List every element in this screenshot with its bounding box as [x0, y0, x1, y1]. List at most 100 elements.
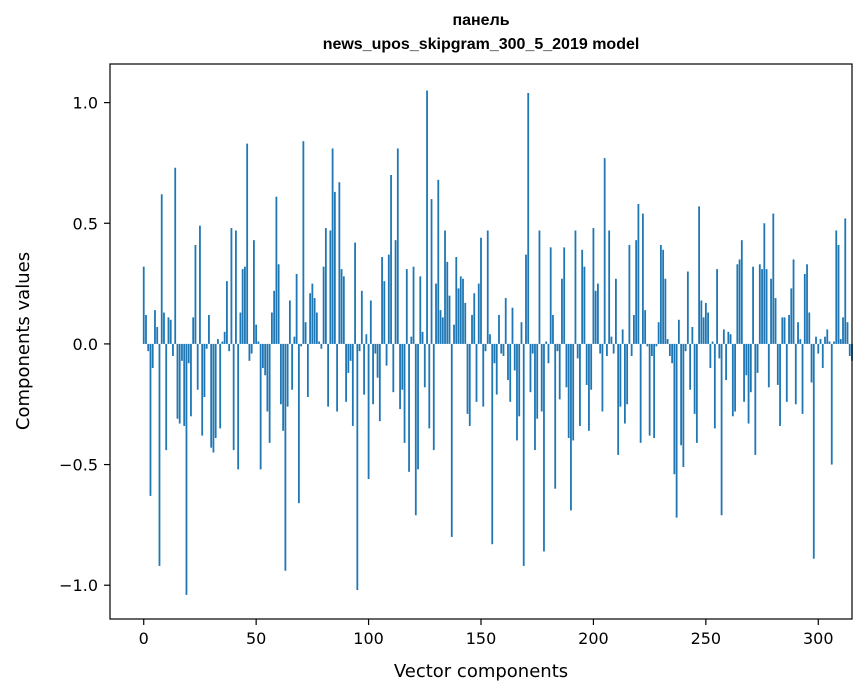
bar: [387, 254, 390, 344]
bar: [482, 343, 485, 407]
bar: [608, 230, 611, 344]
bar: [713, 343, 716, 429]
bar: [781, 317, 784, 344]
bar: [731, 343, 734, 417]
bar: [599, 343, 602, 354]
y-axis-label: Components values: [13, 252, 34, 430]
y-tick-label: 0.5: [73, 214, 98, 233]
bar: [176, 343, 179, 419]
bar: [286, 343, 289, 407]
bar: [491, 343, 494, 545]
bar: [513, 343, 516, 371]
x-axis-label: Vector components: [394, 661, 568, 682]
bar: [471, 314, 473, 344]
bar: [570, 343, 572, 511]
bar: [174, 167, 177, 344]
y-tick-label: 1.0: [73, 94, 98, 113]
bar: [187, 343, 190, 364]
bar: [534, 343, 536, 451]
bar: [558, 343, 561, 400]
bar: [752, 266, 754, 344]
bar: [156, 327, 159, 344]
bar: [630, 343, 633, 356]
bar: [489, 334, 491, 344]
bar: [698, 206, 700, 344]
bar: [203, 343, 206, 397]
bar: [212, 343, 215, 453]
bar: [498, 314, 500, 344]
bar: [567, 343, 570, 439]
bar: [340, 269, 343, 344]
bar: [588, 343, 590, 431]
bar: [372, 343, 374, 405]
bar: [147, 343, 150, 352]
bars-group: [142, 90, 853, 595]
bar: [241, 269, 244, 344]
bar: [149, 343, 152, 496]
bar: [163, 312, 165, 344]
bar: [311, 283, 314, 344]
bar: [783, 317, 786, 344]
bar: [331, 148, 334, 344]
bar: [565, 343, 568, 388]
bar: [302, 141, 305, 344]
bar: [430, 199, 433, 344]
bar: [374, 343, 377, 354]
bar: [720, 343, 723, 516]
bar: [621, 329, 624, 344]
bar: [230, 228, 233, 344]
bar: [369, 300, 372, 344]
bar: [644, 310, 647, 344]
bar: [727, 331, 730, 344]
bar: [702, 317, 705, 344]
bar: [196, 343, 199, 390]
bar: [626, 343, 629, 405]
bar: [354, 242, 356, 344]
bar: [277, 264, 280, 344]
bar: [774, 298, 777, 344]
bar: [842, 317, 844, 344]
bar: [633, 314, 635, 344]
bar: [540, 343, 543, 412]
bar: [837, 244, 840, 344]
bar: [815, 336, 817, 344]
bar: [770, 278, 772, 344]
bar: [655, 343, 658, 347]
bar: [288, 300, 291, 344]
bar: [219, 343, 222, 429]
bar: [394, 240, 397, 344]
bar: [525, 254, 527, 344]
bar: [392, 343, 395, 393]
bar: [448, 295, 451, 344]
bar: [185, 343, 188, 595]
bar: [329, 230, 332, 344]
bar: [347, 343, 350, 373]
bar: [579, 343, 581, 426]
bar: [199, 225, 201, 344]
bar: [486, 230, 489, 344]
bar: [657, 322, 660, 344]
bar: [704, 302, 707, 344]
bar: [509, 343, 512, 402]
y-tick-label: 0.0: [73, 335, 98, 354]
bar: [223, 331, 226, 344]
bar: [345, 343, 347, 402]
bar: [450, 343, 453, 537]
bar: [691, 327, 694, 344]
bar: [172, 343, 174, 356]
bar: [641, 213, 644, 344]
bar: [468, 343, 471, 426]
bar: [417, 343, 419, 470]
bar: [583, 266, 586, 344]
bar: [336, 343, 338, 412]
bar: [624, 343, 626, 424]
bar: [403, 343, 406, 443]
bar: [462, 278, 464, 344]
bar: [304, 322, 307, 344]
bar: [248, 343, 251, 361]
x-axis: 0 50 100 150 200 250 300: [139, 619, 834, 648]
bar: [383, 281, 386, 344]
bar: [235, 230, 237, 344]
bar: [270, 312, 273, 344]
bar: [711, 341, 714, 344]
